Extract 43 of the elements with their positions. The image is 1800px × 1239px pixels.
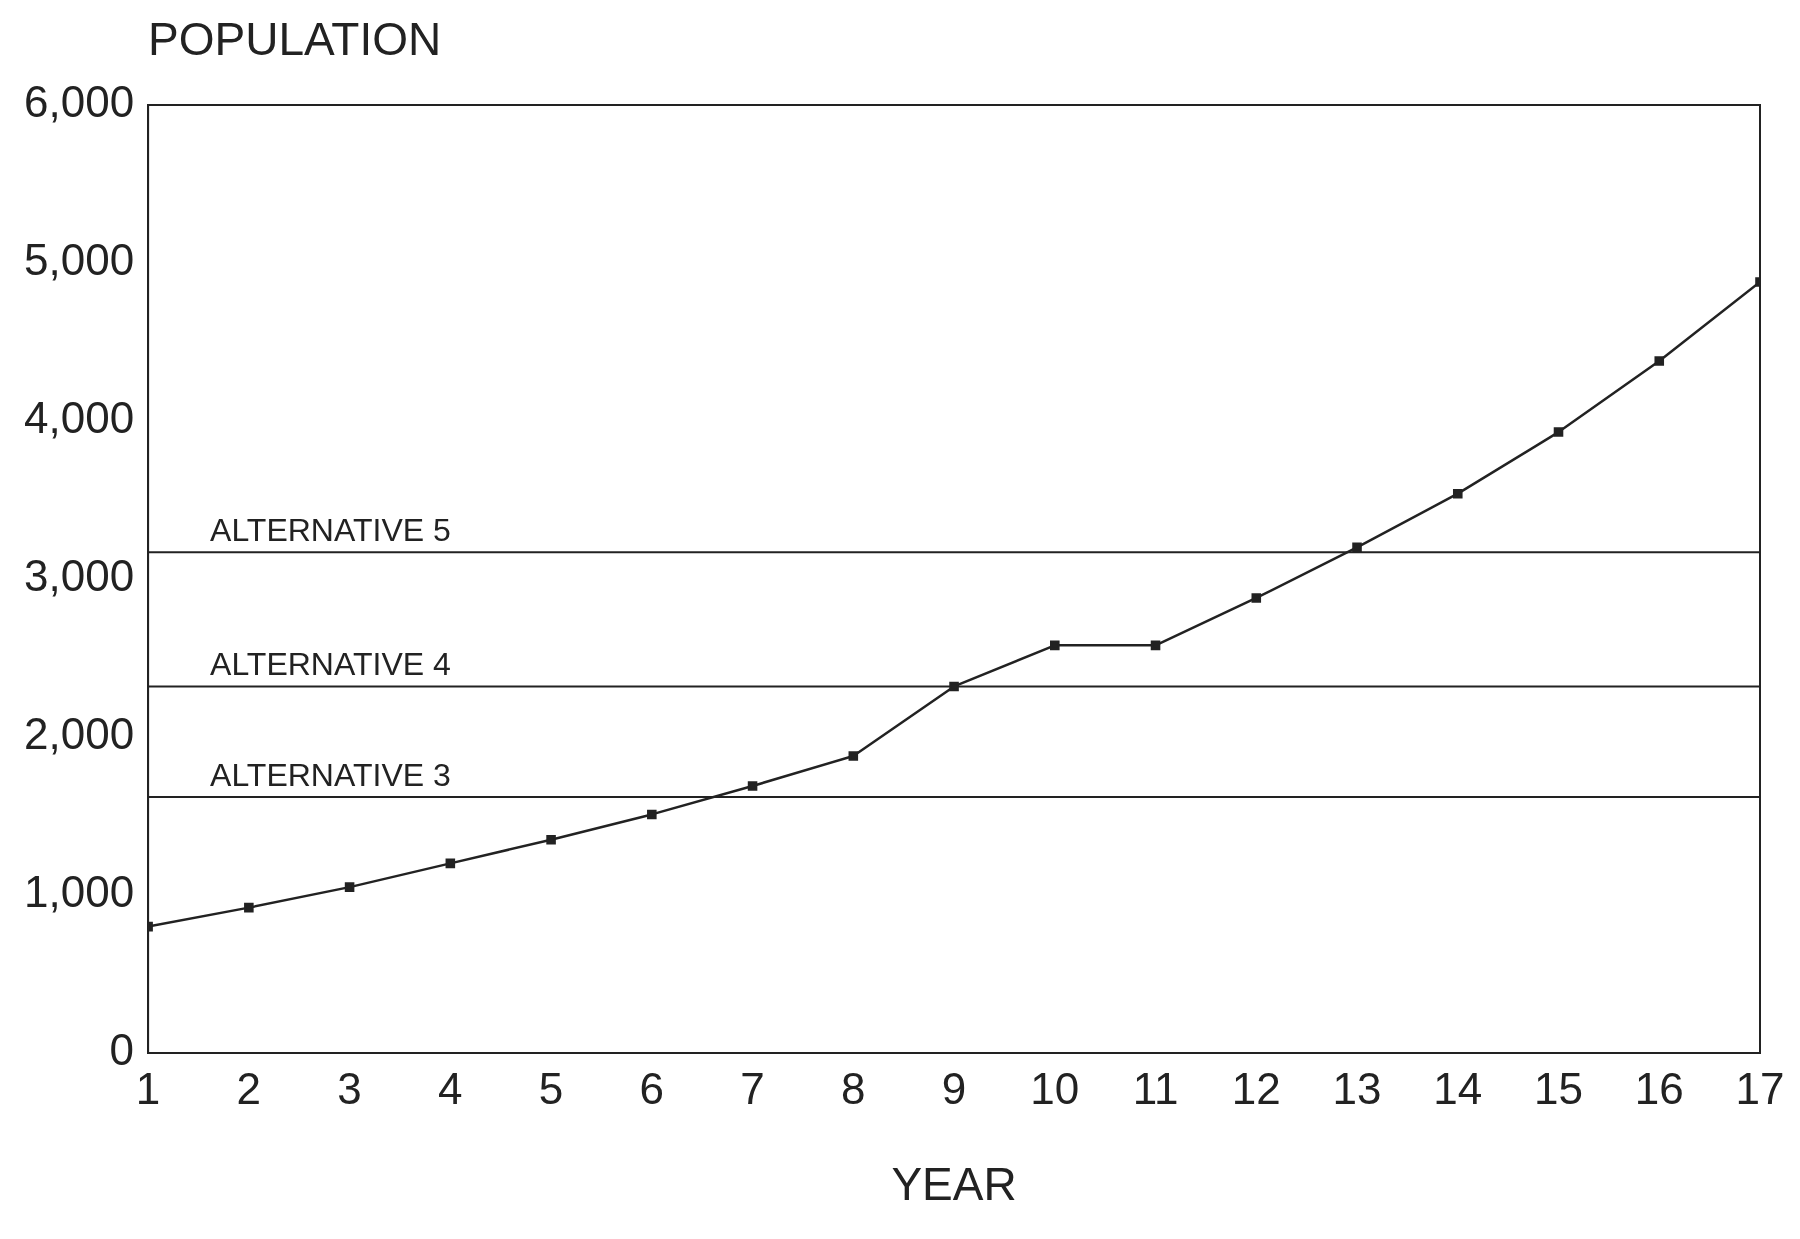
point	[1654, 356, 1665, 366]
x-tick-label: 3	[337, 1063, 362, 1113]
point	[445, 858, 456, 869]
x-tick-label: 5	[538, 1063, 564, 1113]
point	[344, 882, 355, 892]
point	[1452, 488, 1463, 499]
point	[546, 834, 556, 845]
ref-line-label: ALTERNATIVE 5	[210, 511, 451, 548]
y-tick-label: 6,000	[24, 77, 135, 127]
point	[244, 902, 254, 913]
point	[1553, 427, 1564, 437]
x-tick-label: 10	[1030, 1063, 1080, 1113]
point	[647, 809, 657, 820]
point	[1150, 640, 1161, 651]
x-tick-label: 7	[740, 1063, 765, 1113]
y-tick-label: 2,000	[24, 709, 135, 759]
x-tick-label: 1	[135, 1063, 161, 1113]
x-tick-label: 13	[1332, 1063, 1382, 1113]
x-tick-label: 8	[841, 1063, 866, 1113]
x-axis-title: YEAR	[891, 1158, 1017, 1211]
x-tick-label: 6	[639, 1063, 665, 1113]
point	[1352, 542, 1362, 553]
y-tick-label: 5,000	[24, 235, 135, 285]
x-tick-label: 15	[1534, 1063, 1583, 1113]
point	[1251, 593, 1262, 603]
y-tick-label: 1,000	[24, 867, 135, 917]
x-tick-label: 17	[1735, 1063, 1785, 1113]
y-axis-title: POPULATION	[148, 12, 442, 65]
point	[1050, 640, 1060, 651]
y-tick-label: 0	[109, 1025, 135, 1075]
point	[747, 781, 758, 791]
x-tick-label: 2	[236, 1063, 262, 1113]
y-tick-label: 3,000	[24, 551, 135, 601]
x-tick-label: 12	[1231, 1063, 1281, 1113]
y-tick-label: 4,000	[24, 393, 135, 443]
x-tick-label: 14	[1433, 1063, 1483, 1113]
x-tick-label: 9	[941, 1063, 967, 1113]
ref-line-label: ALTERNATIVE 4	[210, 646, 451, 683]
ref-line-label: ALTERNATIVE 3	[210, 756, 451, 793]
point	[848, 751, 859, 761]
x-tick-label: 11	[1132, 1063, 1179, 1113]
x-tick-label: 16	[1634, 1063, 1684, 1113]
x-tick-label: 4	[438, 1063, 463, 1113]
